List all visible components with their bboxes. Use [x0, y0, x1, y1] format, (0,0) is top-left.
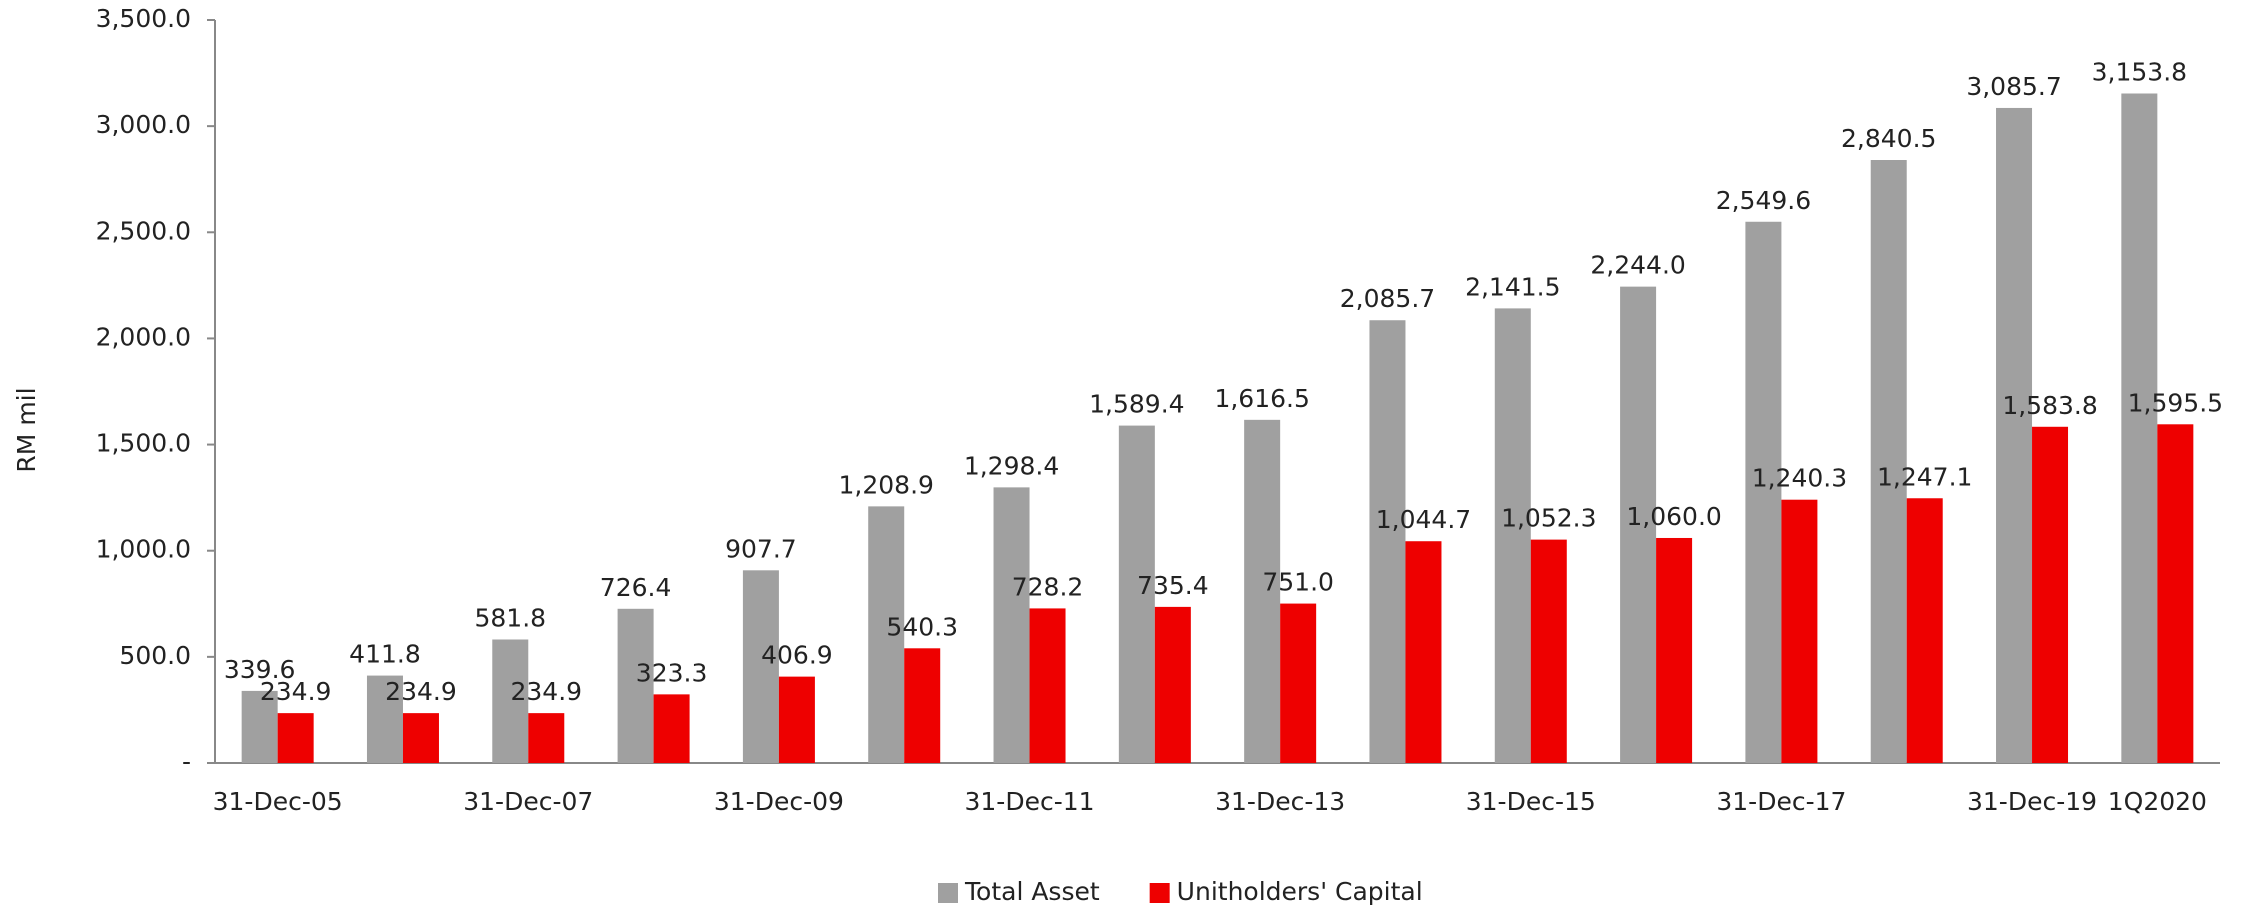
data-label: 726.4 — [600, 573, 672, 602]
bar — [1280, 603, 1317, 763]
bar — [1656, 537, 1693, 763]
bar — [1029, 608, 1066, 763]
data-label: 1,044.7 — [1376, 505, 1471, 534]
bar — [2157, 424, 2194, 763]
bar — [653, 694, 690, 763]
bar — [1530, 539, 1567, 763]
data-label: 2,840.5 — [1841, 124, 1936, 153]
data-label: 2,549.6 — [1716, 186, 1811, 215]
data-label: 1,052.3 — [1501, 504, 1596, 533]
legend-swatch — [938, 883, 958, 903]
bar — [1369, 320, 1406, 763]
legend-swatch — [1149, 883, 1170, 903]
x-tick-label: 31-Dec-11 — [965, 787, 1095, 816]
bar — [241, 690, 278, 763]
data-label: 735.4 — [1137, 571, 1209, 600]
y-tick-label: 1,500.0 — [96, 429, 191, 458]
y-tick-label: 2,000.0 — [96, 322, 191, 351]
bar — [402, 713, 439, 763]
data-label: 323.3 — [636, 658, 708, 687]
bar — [742, 570, 779, 763]
bar — [1154, 606, 1191, 763]
x-tick-label: 31-Dec-09 — [714, 787, 844, 816]
data-label: 2,141.5 — [1465, 272, 1560, 301]
x-tick-label: 31-Dec-19 — [1967, 787, 2097, 816]
data-label: 406.9 — [761, 641, 833, 670]
y-tick-label: 1,000.0 — [96, 535, 191, 564]
data-label: 540.3 — [886, 612, 958, 641]
y-tick-label: - — [182, 747, 191, 776]
data-label: 2,085.7 — [1340, 284, 1435, 313]
data-label: 234.9 — [385, 677, 457, 706]
x-tick-label: 31-Dec-07 — [463, 787, 593, 816]
data-label: 234.9 — [260, 677, 332, 706]
bar — [1494, 308, 1531, 763]
data-label: 1,208.9 — [839, 470, 934, 499]
data-label: 1,298.4 — [964, 451, 1059, 480]
bar — [993, 487, 1030, 763]
bar — [617, 608, 654, 763]
data-label: 2,244.0 — [1590, 251, 1685, 280]
bar — [2032, 426, 2069, 763]
bar — [1118, 425, 1155, 763]
bar — [492, 639, 529, 763]
bar — [1405, 541, 1442, 763]
x-tick-label: 31-Dec-05 — [213, 787, 343, 816]
data-label: 3,153.8 — [2092, 57, 2187, 86]
y-axis-label: RM mil — [12, 387, 41, 472]
y-tick-label: 3,500.0 — [96, 4, 191, 33]
bar — [1745, 221, 1782, 763]
data-label: 1,595.5 — [2128, 388, 2223, 417]
bar — [277, 713, 314, 763]
data-label: 1,583.8 — [2002, 391, 2097, 420]
data-label: 581.8 — [474, 603, 546, 632]
bar — [1620, 286, 1657, 763]
bar — [1996, 107, 2033, 764]
data-label: 1,247.1 — [1877, 462, 1972, 491]
x-tick-label: 31-Dec-15 — [1466, 787, 1596, 816]
x-tick-label: 1Q2020 — [2108, 787, 2207, 816]
x-tick-label: 31-Dec-17 — [1716, 787, 1846, 816]
data-label: 1,240.3 — [1752, 464, 1847, 493]
legend-label: Total Asset — [964, 877, 1100, 906]
data-label: 3,085.7 — [1966, 72, 2061, 101]
x-tick-label: 31-Dec-13 — [1215, 787, 1345, 816]
data-label: 411.8 — [349, 640, 421, 669]
bar — [1870, 160, 1907, 763]
data-label: 751.0 — [1262, 568, 1334, 597]
data-label: 339.6 — [224, 655, 296, 684]
data-label: 728.2 — [1012, 572, 1084, 601]
bar — [2121, 93, 2158, 764]
data-label: 1,060.0 — [1626, 502, 1721, 531]
data-label: 1,616.5 — [1214, 384, 1309, 413]
data-label: 907.7 — [725, 534, 797, 563]
y-tick-label: 500.0 — [119, 641, 191, 670]
bar — [778, 676, 815, 763]
bar — [528, 713, 565, 763]
y-tick-label: 3,000.0 — [96, 110, 191, 139]
legend-label: Unitholders' Capital — [1177, 877, 1423, 906]
bar — [1244, 419, 1281, 763]
bar — [904, 648, 941, 763]
bar — [366, 675, 403, 763]
data-label: 234.9 — [510, 677, 582, 706]
bar — [1906, 498, 1943, 763]
bar — [868, 506, 905, 763]
bar — [1781, 499, 1818, 763]
y-tick-label: 2,500.0 — [96, 216, 191, 245]
data-label: 1,589.4 — [1089, 390, 1184, 419]
